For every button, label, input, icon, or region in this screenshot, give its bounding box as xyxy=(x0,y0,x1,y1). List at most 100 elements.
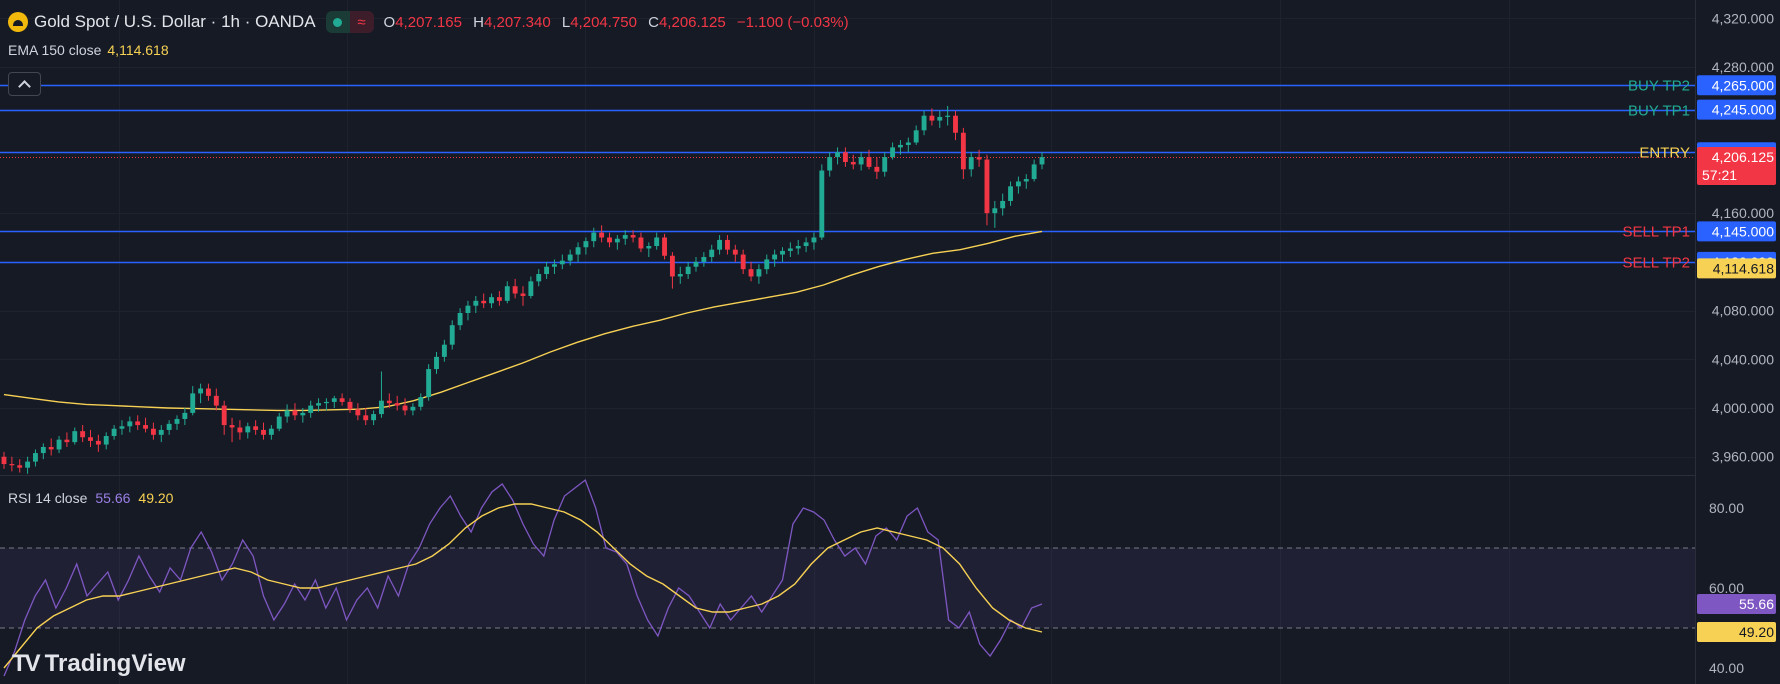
candle[interactable] xyxy=(95,434,101,452)
candle[interactable] xyxy=(347,398,353,413)
candle[interactable] xyxy=(905,137,911,153)
candle[interactable] xyxy=(339,393,345,406)
candle[interactable] xyxy=(528,276,534,299)
candle[interactable] xyxy=(143,417,148,433)
candle[interactable] xyxy=(284,404,290,423)
candle[interactable] xyxy=(552,259,557,275)
candle[interactable] xyxy=(953,110,958,141)
candle[interactable] xyxy=(379,371,384,418)
candle[interactable] xyxy=(1000,193,1006,216)
candle[interactable] xyxy=(968,152,974,177)
candle[interactable] xyxy=(748,261,754,282)
symbol-title[interactable]: Gold Spot / U.S. Dollar · 1h · OANDA xyxy=(34,12,316,31)
candle[interactable] xyxy=(48,438,54,456)
candle[interactable] xyxy=(363,408,369,426)
candle[interactable] xyxy=(512,278,518,299)
candle[interactable] xyxy=(489,293,494,309)
candle[interactable] xyxy=(386,393,392,409)
candle[interactable] xyxy=(575,242,581,262)
candle[interactable] xyxy=(88,429,93,447)
candle[interactable] xyxy=(473,295,479,314)
candle[interactable] xyxy=(740,249,746,275)
candle[interactable] xyxy=(206,383,211,401)
candle[interactable] xyxy=(410,403,416,416)
candle[interactable] xyxy=(567,249,573,266)
candle[interactable] xyxy=(850,154,856,170)
symbol-header[interactable]: Gold Spot / U.S. Dollar · 1h · OANDA ≈ O… xyxy=(8,11,856,33)
candle[interactable] xyxy=(536,269,542,287)
candle[interactable] xyxy=(418,393,424,411)
candle[interactable] xyxy=(25,456,31,474)
candle[interactable] xyxy=(40,443,46,460)
ema-legend[interactable]: EMA 150 close 4,114.618 xyxy=(8,42,169,58)
candle[interactable] xyxy=(882,152,888,177)
candle[interactable] xyxy=(685,261,691,279)
candle[interactable] xyxy=(237,420,243,440)
candle[interactable] xyxy=(465,300,471,321)
candle[interactable] xyxy=(402,398,408,416)
candle[interactable] xyxy=(481,293,487,309)
candle[interactable] xyxy=(253,420,259,435)
candle[interactable] xyxy=(795,239,801,255)
candle[interactable] xyxy=(630,230,636,243)
market-status-pill[interactable]: ≈ xyxy=(325,11,374,33)
candle[interactable] xyxy=(819,164,825,240)
candle[interactable] xyxy=(544,261,550,279)
candle[interactable] xyxy=(772,249,778,267)
candle[interactable] xyxy=(835,147,840,165)
candle[interactable] xyxy=(787,242,793,257)
candle[interactable] xyxy=(976,149,982,167)
candle[interactable] xyxy=(441,339,447,362)
candle[interactable] xyxy=(709,244,715,262)
candle[interactable] xyxy=(229,417,235,443)
candle[interactable] xyxy=(591,227,597,248)
candle[interactable] xyxy=(858,152,864,171)
collapse-legend-button[interactable] xyxy=(8,72,41,96)
candle[interactable] xyxy=(1015,176,1021,194)
candle[interactable] xyxy=(1,451,7,469)
tradingview-watermark[interactable]: TV TradingView xyxy=(12,650,186,678)
candle[interactable] xyxy=(1031,159,1037,182)
candle[interactable] xyxy=(992,200,998,228)
candle[interactable] xyxy=(913,125,919,145)
candle[interactable] xyxy=(780,247,785,262)
candle[interactable] xyxy=(811,232,817,250)
candle[interactable] xyxy=(245,422,251,439)
price-levels[interactable]: BUY TP2 BUY TP1 ENTRY SELL TP1 SELL TP2 xyxy=(0,78,1695,272)
candle[interactable] xyxy=(119,420,125,435)
candle[interactable] xyxy=(874,157,880,180)
candle[interactable] xyxy=(221,400,227,435)
candle[interactable] xyxy=(929,108,935,126)
candle[interactable] xyxy=(583,237,589,255)
candle[interactable] xyxy=(646,242,652,257)
candle[interactable] xyxy=(937,110,943,128)
candle[interactable] xyxy=(732,244,738,262)
candle[interactable] xyxy=(174,415,180,430)
candle[interactable] xyxy=(898,140,903,155)
candle[interactable] xyxy=(261,422,266,440)
current-price-badge[interactable]: 4,206.125 57:21 xyxy=(1697,146,1776,185)
candle[interactable] xyxy=(17,459,23,473)
candle[interactable] xyxy=(308,400,314,418)
candle[interactable] xyxy=(607,232,612,248)
candle[interactable] xyxy=(669,252,675,289)
candle[interactable] xyxy=(103,432,109,450)
candle[interactable] xyxy=(80,425,86,443)
candle[interactable] xyxy=(827,152,833,177)
candle[interactable] xyxy=(945,105,951,126)
candle[interactable] xyxy=(638,232,644,253)
candle[interactable] xyxy=(9,456,15,472)
candle[interactable] xyxy=(1008,181,1013,206)
candle[interactable] xyxy=(662,233,667,260)
candle[interactable] xyxy=(457,308,463,331)
rsi-value-badge[interactable]: 55.66 xyxy=(1697,594,1776,614)
candle[interactable] xyxy=(693,256,699,272)
candle[interactable] xyxy=(292,403,298,421)
candle[interactable] xyxy=(701,252,707,267)
rsi-ma-value-badge[interactable]: 49.20 xyxy=(1697,622,1776,642)
candle[interactable] xyxy=(434,351,439,374)
candle[interactable] xyxy=(158,425,164,443)
candle[interactable] xyxy=(64,432,70,447)
ema-price-badge[interactable]: 4,114.618 xyxy=(1697,258,1776,279)
